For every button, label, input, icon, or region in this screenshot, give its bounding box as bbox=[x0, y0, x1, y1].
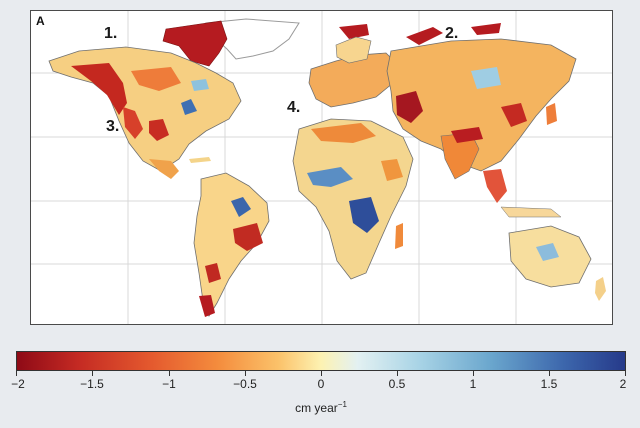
canada-orange bbox=[131, 67, 181, 91]
world-map bbox=[31, 11, 612, 324]
congo-blue bbox=[349, 197, 379, 233]
colorbar-tick-label: −2 bbox=[11, 377, 25, 391]
region-label-3: 3. bbox=[106, 118, 120, 135]
east-africa-orange bbox=[381, 159, 403, 181]
colorbar-tick bbox=[397, 371, 398, 376]
units-exponent: −1 bbox=[337, 400, 347, 409]
colorbar-tick bbox=[16, 371, 17, 376]
china-red bbox=[501, 103, 527, 127]
africa bbox=[292, 118, 414, 280]
brazil-red bbox=[233, 223, 263, 251]
colorbar-tick bbox=[549, 371, 550, 376]
colorbar-tick-label: −1 bbox=[162, 377, 176, 391]
asia bbox=[386, 38, 577, 172]
colorbar-tick bbox=[625, 371, 626, 376]
colorbar-tick-label: 1.5 bbox=[540, 377, 558, 391]
colorbar-tick-label: 0.5 bbox=[388, 377, 406, 391]
colorbar-tick bbox=[473, 371, 474, 376]
japan bbox=[546, 103, 557, 125]
cuba bbox=[189, 157, 211, 163]
hudson-bay-blue bbox=[191, 79, 209, 91]
colorbar-tick-label: 0 bbox=[317, 377, 325, 391]
alaska-west-coast bbox=[71, 63, 127, 115]
north-africa-orange bbox=[311, 123, 376, 143]
region-label-2: 2. bbox=[445, 25, 459, 42]
map-panel: A 1. 2. 3. 4. bbox=[30, 10, 613, 325]
colorbar-tick bbox=[245, 371, 246, 376]
siberia-blue bbox=[471, 67, 501, 89]
colorbar-tick bbox=[92, 371, 93, 376]
north-india-red bbox=[451, 127, 483, 143]
colorbar-tick-label: −1.5 bbox=[80, 377, 104, 391]
colorbar-tick bbox=[321, 371, 322, 376]
argentina-red bbox=[205, 263, 221, 283]
colorbar-tick-label: 1 bbox=[469, 377, 477, 391]
novaya-zemlya bbox=[406, 27, 443, 45]
se-asia bbox=[483, 169, 507, 203]
scandinavia bbox=[335, 36, 372, 64]
colorbar-tick-label: 2 bbox=[619, 377, 627, 391]
arctic-islands bbox=[162, 20, 228, 67]
australia-blue bbox=[536, 243, 559, 261]
new-zealand bbox=[595, 277, 606, 301]
central-us-red bbox=[149, 119, 169, 141]
caspian-red bbox=[396, 91, 423, 123]
colorbar bbox=[16, 351, 626, 371]
california bbox=[123, 107, 143, 139]
colorbar-tick bbox=[169, 371, 170, 376]
sahel-blue bbox=[307, 167, 353, 187]
region-label-4: 4. bbox=[287, 99, 301, 116]
mexico bbox=[149, 159, 179, 179]
region-label-1: 1. bbox=[104, 25, 118, 42]
colorbar-units: cm year−1 bbox=[295, 400, 347, 415]
madagascar bbox=[395, 223, 403, 249]
colorbar-tick-label: −0.5 bbox=[233, 377, 257, 391]
great-lakes-blue bbox=[181, 99, 197, 115]
indonesia bbox=[500, 206, 562, 218]
svalbard bbox=[339, 24, 369, 39]
units-text: cm year bbox=[295, 401, 338, 415]
panel-letter: A bbox=[36, 14, 45, 28]
severnaya-zemlya bbox=[471, 23, 501, 35]
patagonia-red bbox=[199, 295, 215, 317]
amazon-blue bbox=[231, 197, 251, 217]
